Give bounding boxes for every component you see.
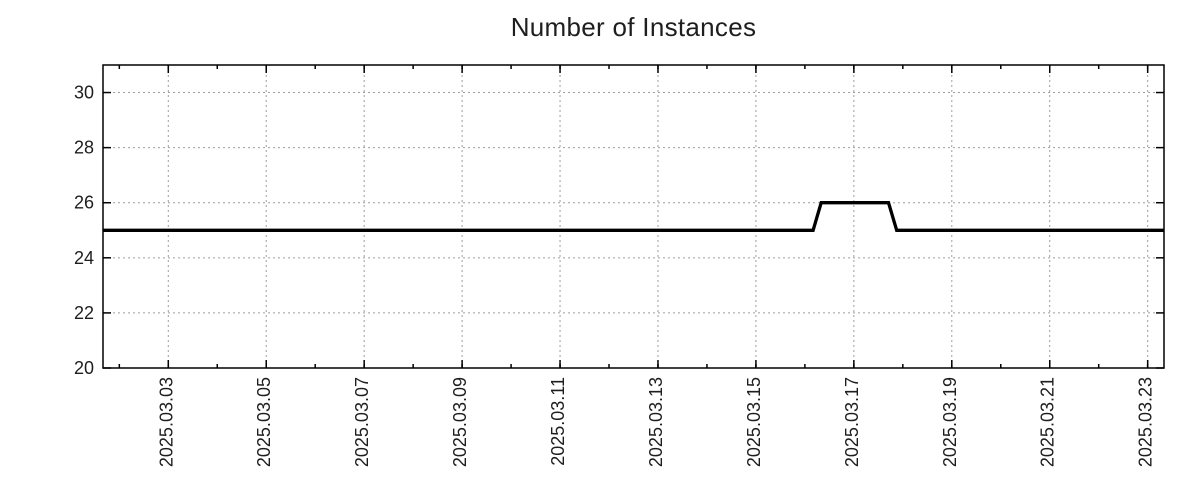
chart-title: Number of Instances xyxy=(510,12,757,42)
x-tick-label: 2025.03.03 xyxy=(156,377,176,467)
y-tick-label: 22 xyxy=(74,303,94,323)
x-tick-label: 2025.03.15 xyxy=(744,377,764,467)
x-tick-label: 2025.03.09 xyxy=(450,377,470,467)
x-tick-label: 2025.03.21 xyxy=(1038,377,1058,467)
x-tick-label: 2025.03.13 xyxy=(646,377,666,467)
plot-border xyxy=(102,64,1165,369)
x-tick-label: 2025.03.23 xyxy=(1136,377,1156,467)
y-tick-label: 30 xyxy=(74,83,94,103)
x-tick-label: 2025.03.11 xyxy=(548,377,568,466)
x-tick-label: 2025.03.05 xyxy=(254,377,274,467)
y-tick-label: 26 xyxy=(74,193,94,213)
x-tick-label: 2025.03.17 xyxy=(842,377,862,467)
data-line xyxy=(103,201,1164,232)
x-tick-label: 2025.03.07 xyxy=(352,377,372,467)
y-tick-label: 24 xyxy=(74,248,94,268)
y-tick-label: 20 xyxy=(74,358,94,378)
x-tick-label: 2025.03.19 xyxy=(940,377,960,467)
y-tick-label: 28 xyxy=(74,138,94,158)
